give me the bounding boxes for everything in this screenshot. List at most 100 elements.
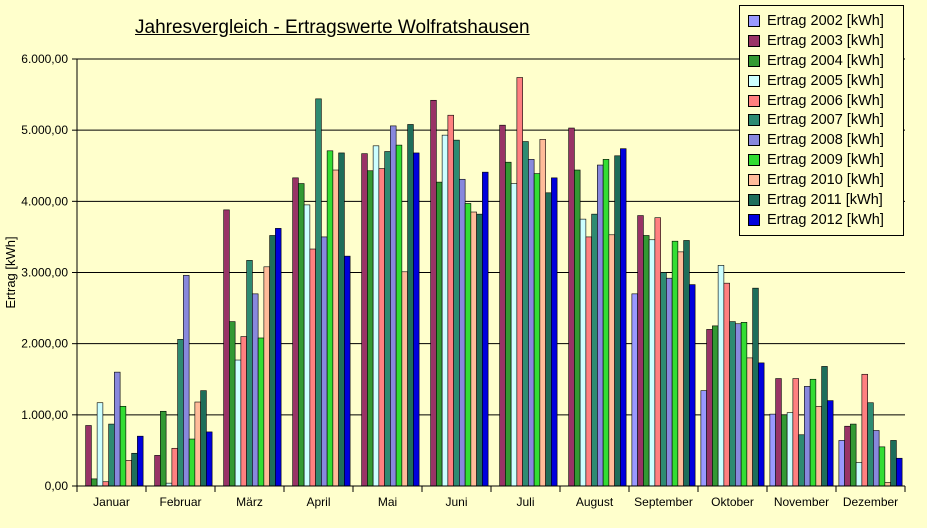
tick-labels: 0,00 1.000,00 2.000,00 3.000,00 4.000,00 5.00… — [3, 52, 898, 509]
x-tick-label: Juli — [516, 495, 534, 509]
gridlines — [77, 58, 905, 416]
legend-label: Ertrag 2009 [kWh] — [767, 152, 884, 169]
legend-swatch — [748, 154, 760, 167]
legend-label: Ertrag 2012 [kWh] — [767, 211, 884, 228]
legend-label: Ertrag 2011 [kWh] — [767, 191, 883, 208]
bar — [551, 177, 558, 487]
bar — [269, 235, 276, 487]
bar — [602, 159, 610, 487]
bar — [223, 209, 230, 487]
bar — [459, 178, 466, 487]
legend-item: Ertrag 2007 [kWh] — [748, 110, 903, 130]
bar — [844, 425, 851, 487]
bar — [855, 462, 863, 487]
bar — [344, 255, 351, 487]
bar — [114, 371, 121, 487]
bar — [735, 323, 742, 487]
bar — [361, 153, 368, 487]
x-tick-label: November — [774, 495, 829, 509]
bar — [108, 423, 115, 487]
bar — [482, 171, 489, 487]
bar — [326, 150, 334, 487]
legend-swatch — [748, 114, 760, 127]
bar — [620, 148, 627, 487]
bar — [154, 455, 161, 487]
bar — [177, 339, 184, 487]
bar — [528, 159, 535, 487]
x-tick-label: April — [306, 495, 330, 509]
x-tick-label: August — [576, 495, 614, 509]
x-tick-label: März — [236, 495, 263, 509]
bar — [252, 293, 259, 487]
bar — [234, 359, 242, 487]
legend-item: Ertrag 2006 [kWh] — [748, 91, 903, 111]
legend-item: Ertrag 2005 [kWh] — [748, 71, 903, 91]
bar — [430, 99, 437, 487]
legend-label: Ertrag 2003 [kWh] — [767, 32, 884, 49]
legend-item: Ertrag 2008 [kWh] — [748, 130, 903, 150]
bar — [453, 139, 460, 487]
bar — [752, 287, 759, 487]
bar — [838, 440, 845, 487]
bar — [545, 192, 552, 487]
legend-label: Ertrag 2004 [kWh] — [767, 52, 884, 69]
legend-item: Ertrag 2002 [kWh] — [748, 11, 903, 31]
bar — [510, 183, 518, 487]
legend-item: Ertrag 2009 [kWh] — [748, 150, 903, 170]
legend-swatch — [748, 134, 760, 147]
bar — [660, 272, 667, 487]
legend-swatch — [748, 193, 760, 206]
legend-swatch — [748, 174, 760, 187]
bar — [878, 446, 886, 487]
bar — [873, 430, 880, 487]
bar — [769, 413, 776, 487]
bar — [758, 362, 765, 487]
bar — [574, 169, 581, 487]
bar — [861, 373, 868, 487]
bar — [263, 266, 270, 487]
bar — [332, 169, 339, 487]
bar — [896, 457, 903, 487]
y-axis-label: Ertrag [kWh] — [3, 236, 18, 308]
y-tick-label: 3.000,00 — [21, 266, 68, 280]
bar — [608, 234, 615, 487]
bar — [809, 378, 817, 487]
bar — [298, 183, 305, 487]
bar — [470, 211, 477, 487]
bar — [91, 478, 98, 487]
bar — [585, 236, 592, 487]
legend-label: Ertrag 2007 [kWh] — [767, 112, 884, 129]
bar — [384, 151, 391, 487]
bar — [315, 98, 322, 487]
y-tick-label: 0,00 — [45, 479, 69, 493]
legend-swatch — [748, 54, 760, 67]
bar — [275, 228, 282, 487]
bar — [827, 400, 834, 487]
legend-label: Ertrag 2008 [kWh] — [767, 132, 884, 149]
x-tick-label: Mai — [378, 495, 397, 509]
bar — [338, 152, 345, 487]
bar — [183, 275, 190, 487]
bar — [188, 438, 196, 487]
bar — [643, 235, 650, 487]
legend-label: Ertrag 2005 [kWh] — [767, 72, 884, 89]
bar — [395, 144, 403, 487]
bar — [671, 240, 679, 487]
bar — [137, 435, 144, 487]
x-tick-label: Februar — [159, 495, 201, 509]
bar — [867, 402, 874, 487]
bar — [539, 139, 546, 487]
bar — [723, 282, 730, 487]
chart-title: Jahresvergleich - Ertragswerte Wolfratsh… — [135, 17, 530, 38]
bar — [591, 213, 598, 487]
y-tick-label: 4.000,00 — [21, 194, 68, 208]
bar — [631, 293, 638, 487]
bar — [568, 127, 575, 487]
bar — [390, 125, 397, 487]
bar — [522, 141, 529, 487]
bars — [85, 77, 903, 487]
bar — [597, 164, 604, 487]
bar — [775, 378, 782, 487]
bar — [303, 204, 311, 487]
y-tick-label: 2.000,00 — [21, 337, 68, 351]
